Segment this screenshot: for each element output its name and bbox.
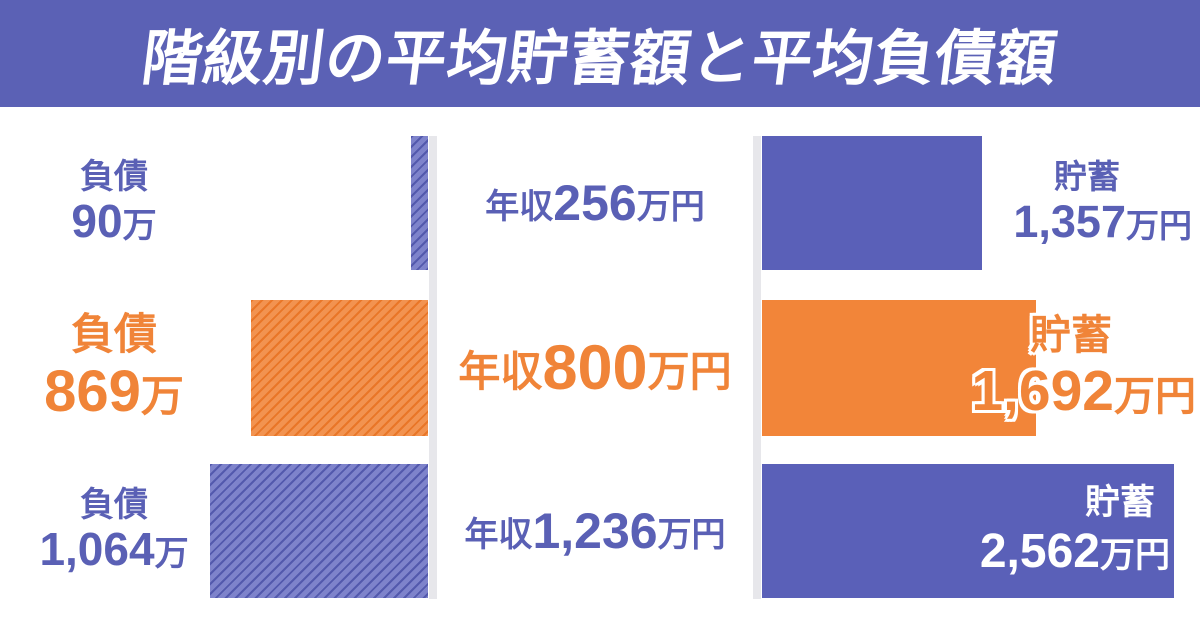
income-suffix: 万円 — [636, 187, 705, 226]
debt-unit: 万 — [140, 372, 184, 421]
savings-bar-row1 — [762, 136, 982, 270]
income-prefix: 年収 — [458, 347, 543, 395]
debt-title: 負債 — [80, 486, 148, 525]
income-label-row2: 年収 800 万円 — [437, 300, 753, 436]
savings-unit: 万円 — [1114, 372, 1196, 419]
savings-axis-line — [753, 136, 761, 599]
debt-title: 負債 — [71, 311, 157, 360]
debt-label-row1: 負債 90万 — [0, 136, 228, 270]
savings-bar-row3 — [762, 464, 1174, 598]
debt-bar-row3 — [210, 464, 428, 598]
savings-bar-row2 — [762, 300, 1036, 436]
savings-label-row2: 貯蓄 1,692万円 — [971, 300, 1196, 436]
income-label-row3: 年収 1,236 万円 — [437, 464, 753, 598]
savings-label-row1: 貯蓄 1,357万円 — [1013, 136, 1192, 270]
savings-value: 1,357 — [1013, 196, 1126, 248]
income-suffix: 万円 — [657, 515, 726, 554]
debt-title: 負債 — [80, 158, 148, 197]
income-label-row1: 年収 256 万円 — [437, 136, 753, 270]
debt-bar-row2 — [251, 300, 428, 436]
debt-label-row2: 負債 869万 — [0, 300, 228, 436]
debt-value: 1,064 — [39, 523, 155, 576]
savings-value: 1,692 — [971, 358, 1114, 423]
savings-unit: 万円 — [1099, 535, 1170, 575]
savings-value: 2,562 — [979, 524, 1100, 578]
income-value: 256 — [553, 175, 637, 231]
debt-value: 90 — [71, 195, 123, 248]
income-prefix: 年収 — [485, 187, 554, 226]
savings-label-row3: 貯蓄 2,562万円 — [980, 464, 1170, 598]
savings-title: 貯蓄 — [1084, 483, 1155, 523]
page-title: 階級別の平均貯蓄額と平均負債額 — [137, 25, 1061, 92]
savings-title: 貯蓄 — [1054, 158, 1120, 196]
savings-title: 貯蓄 — [1030, 311, 1112, 358]
debt-unit: 万 — [154, 535, 189, 574]
income-value: 1,236 — [532, 503, 658, 559]
income-prefix: 年収 — [464, 515, 533, 554]
debt-unit: 万 — [122, 207, 157, 246]
income-value: 800 — [542, 333, 648, 403]
debt-value: 869 — [44, 358, 141, 424]
savings-unit: 万円 — [1126, 207, 1192, 245]
debt-axis-line — [429, 136, 437, 599]
income-suffix: 万円 — [647, 347, 732, 395]
title-banner: 階級別の平均貯蓄額と平均負債額 — [0, 0, 1200, 107]
debt-bar-row1 — [411, 136, 428, 270]
debt-label-row3: 負債 1,064万 — [0, 464, 228, 598]
